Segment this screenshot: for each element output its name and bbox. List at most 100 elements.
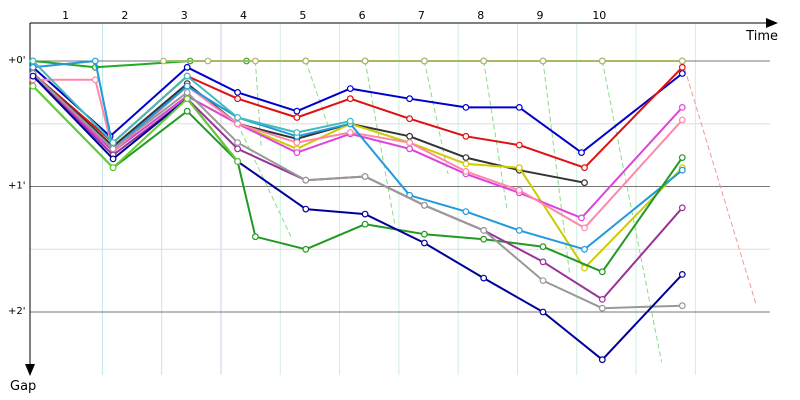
data-point [160, 57, 167, 65]
data-point [293, 139, 301, 147]
data-point [581, 245, 588, 253]
y-tick-label: +2' [8, 306, 26, 317]
x-axis-arrowhead [766, 18, 778, 28]
data-point [361, 173, 369, 180]
grid-layer [30, 23, 770, 375]
x-axis-title: Time [745, 29, 778, 44]
data-point [361, 57, 369, 65]
data-point [678, 103, 686, 111]
series-line [32, 75, 684, 219]
data-point [421, 230, 428, 238]
data-point [515, 186, 523, 194]
data-point [183, 72, 191, 80]
data-point [462, 208, 470, 216]
data-point [234, 114, 242, 121]
data-point [678, 70, 686, 77]
series-line [32, 72, 585, 184]
lap-label: 5 [299, 9, 306, 22]
data-point [406, 139, 414, 147]
data-point [462, 160, 470, 168]
data-point [678, 63, 686, 71]
series-line [32, 75, 684, 270]
data-point [515, 103, 523, 111]
data-point [183, 63, 191, 71]
lap-label: 2 [121, 9, 128, 22]
series-line [32, 72, 683, 310]
data-point [109, 155, 117, 163]
lap-label: 10 [592, 9, 606, 22]
pit-stop-line [364, 60, 396, 225]
data-point [234, 145, 242, 153]
data-point [293, 114, 301, 121]
lap-label: 3 [181, 9, 188, 22]
data-point [91, 57, 99, 65]
data-point [251, 233, 259, 241]
data-point [234, 139, 242, 147]
data-point [581, 179, 588, 187]
lap-label: 9 [537, 9, 544, 22]
data-point [183, 95, 191, 103]
data-point [539, 57, 547, 65]
pit-stop-line [542, 60, 571, 275]
data-point [678, 154, 686, 162]
data-point [234, 120, 242, 128]
data-point [183, 107, 191, 115]
series-line [32, 60, 351, 144]
lap-label: 4 [240, 9, 247, 22]
data-point [251, 57, 259, 65]
data-point [462, 132, 470, 140]
data-point [346, 95, 354, 103]
data-point [515, 226, 523, 234]
pit-stop-line [237, 123, 292, 237]
data-point [421, 57, 428, 65]
data-point [109, 145, 117, 153]
data-point [678, 204, 686, 212]
pit-stop-line [681, 60, 757, 306]
data-point [678, 166, 686, 174]
data-point [462, 154, 470, 162]
data-point [598, 356, 606, 364]
pit-stop-line [483, 60, 508, 212]
data-point [302, 57, 310, 65]
series-line [32, 60, 683, 251]
data-point [480, 235, 488, 243]
series-line [32, 85, 239, 169]
data-point [539, 308, 547, 316]
data-point [109, 164, 117, 172]
data-point [234, 157, 242, 165]
lap-label: 1 [62, 9, 69, 22]
y-axis-title: Gap [10, 379, 36, 394]
data-point [293, 107, 301, 115]
data-point [346, 129, 354, 136]
data-point [406, 115, 414, 123]
data-point [109, 139, 117, 147]
data-point [346, 85, 354, 92]
data-point [539, 243, 547, 251]
data-point [462, 167, 470, 175]
data-point [29, 63, 37, 71]
series-layer [29, 57, 686, 364]
data-point [29, 82, 37, 90]
data-point [361, 210, 369, 218]
data-point [598, 57, 606, 65]
data-point [539, 258, 547, 266]
data-point [302, 176, 310, 184]
data-point [421, 239, 428, 247]
data-point [515, 164, 523, 172]
data-point [361, 220, 369, 228]
data-point [578, 149, 585, 157]
data-point [678, 271, 686, 278]
lap-label: 8 [477, 9, 484, 22]
data-point [183, 88, 191, 96]
data-point [406, 132, 414, 140]
series-line [32, 85, 684, 273]
data-point [678, 116, 686, 124]
data-point [234, 88, 242, 96]
data-point [598, 296, 606, 303]
data-point [480, 57, 488, 65]
data-point [204, 57, 212, 65]
data-point [421, 201, 428, 209]
data-point [293, 129, 301, 136]
data-point [515, 141, 523, 149]
